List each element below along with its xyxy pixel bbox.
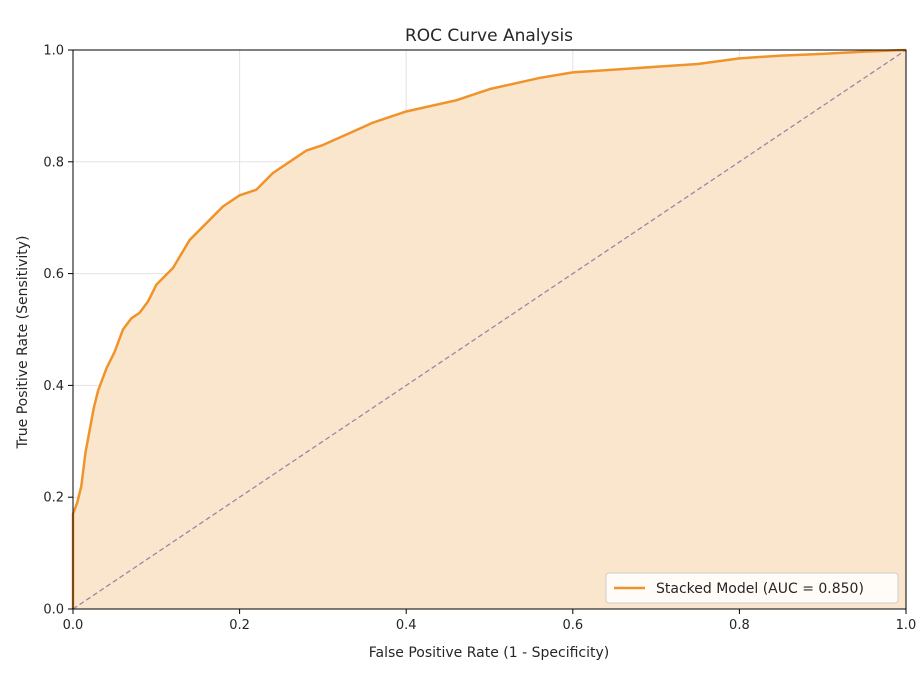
x-tick-label: 0.2 xyxy=(229,618,250,633)
chance-line-layer xyxy=(72,49,907,610)
x-tick-label: 1.0 xyxy=(896,618,917,633)
roc-curve-layer xyxy=(71,48,907,609)
y-axis-ticks: 0.0 0.2 0.4 0.6 0.8 1.0 xyxy=(43,44,73,618)
chart-title: ROC Curve Analysis xyxy=(405,26,573,46)
plot-frame xyxy=(72,49,907,610)
legend-box xyxy=(605,572,899,604)
x-axis-label: False Positive Rate (1 - Specificity) xyxy=(369,645,610,661)
x-tick-label: 0.4 xyxy=(396,618,417,633)
y-tick-label: 0.0 xyxy=(43,603,64,618)
roc-curve-line xyxy=(71,48,907,609)
x-axis-ticks: 0.0 0.2 0.4 0.6 0.8 1.0 xyxy=(63,609,917,633)
y-tick-label: 0.4 xyxy=(43,379,64,394)
y-tick-label: 0.8 xyxy=(43,155,64,170)
x-tick-label: 0.8 xyxy=(729,618,750,633)
legend-label: Stacked Model (AUC = 0.850) xyxy=(656,581,864,597)
y-axis-label: True Positive Rate (Sensitivity) xyxy=(15,236,31,450)
y-tick-label: 0.2 xyxy=(43,491,64,506)
legend: Stacked Model (AUC = 0.850) xyxy=(605,572,899,604)
chance-diagonal-line xyxy=(72,49,907,610)
x-tick-label: 0.6 xyxy=(562,618,583,633)
y-tick-label: 0.6 xyxy=(43,267,64,282)
y-tick-label: 1.0 xyxy=(43,44,64,59)
x-tick-label: 0.0 xyxy=(63,618,84,633)
